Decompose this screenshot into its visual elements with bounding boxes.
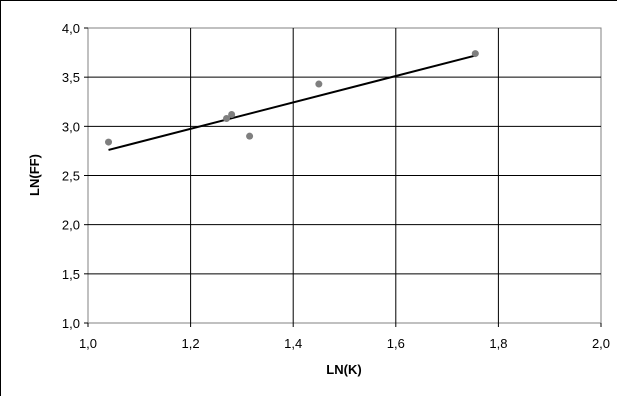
data-points — [105, 50, 479, 146]
y-tick-label: 1,0 — [62, 316, 80, 331]
data-point — [246, 132, 254, 140]
y-tick-label: 2,5 — [62, 169, 80, 184]
x-axis-title: LN(K) — [326, 362, 361, 377]
data-point — [315, 80, 323, 88]
data-point — [105, 138, 113, 146]
x-tick-label: 1,6 — [387, 336, 405, 351]
x-tick-label: 2,0 — [592, 336, 610, 351]
data-point — [223, 114, 231, 122]
x-tick-label: 1,8 — [489, 336, 507, 351]
trendline — [108, 54, 476, 151]
x-tick-label: 1,4 — [284, 336, 302, 351]
x-tick-label: 1,0 — [79, 336, 97, 351]
y-tick-labels: 1,0 1,5 2,0 2,5 3,0 3,5 4,0 — [62, 21, 80, 331]
y-tick-label: 3,5 — [62, 70, 80, 85]
x-tick-labels: 1,0 1,2 1,4 1,6 1,8 2,0 — [79, 336, 610, 351]
y-axis-title: LN(FF) — [27, 154, 42, 196]
data-point — [471, 50, 479, 58]
y-tick-label: 4,0 — [62, 21, 80, 36]
trendline-group — [108, 54, 476, 151]
y-tick-label: 3,0 — [62, 119, 80, 134]
y-tick-label: 1,5 — [62, 267, 80, 282]
grid-lines — [84, 27, 602, 327]
x-tick-label: 1,2 — [182, 336, 200, 351]
data-point — [228, 111, 236, 119]
y-tick-label: 2,0 — [62, 218, 80, 233]
